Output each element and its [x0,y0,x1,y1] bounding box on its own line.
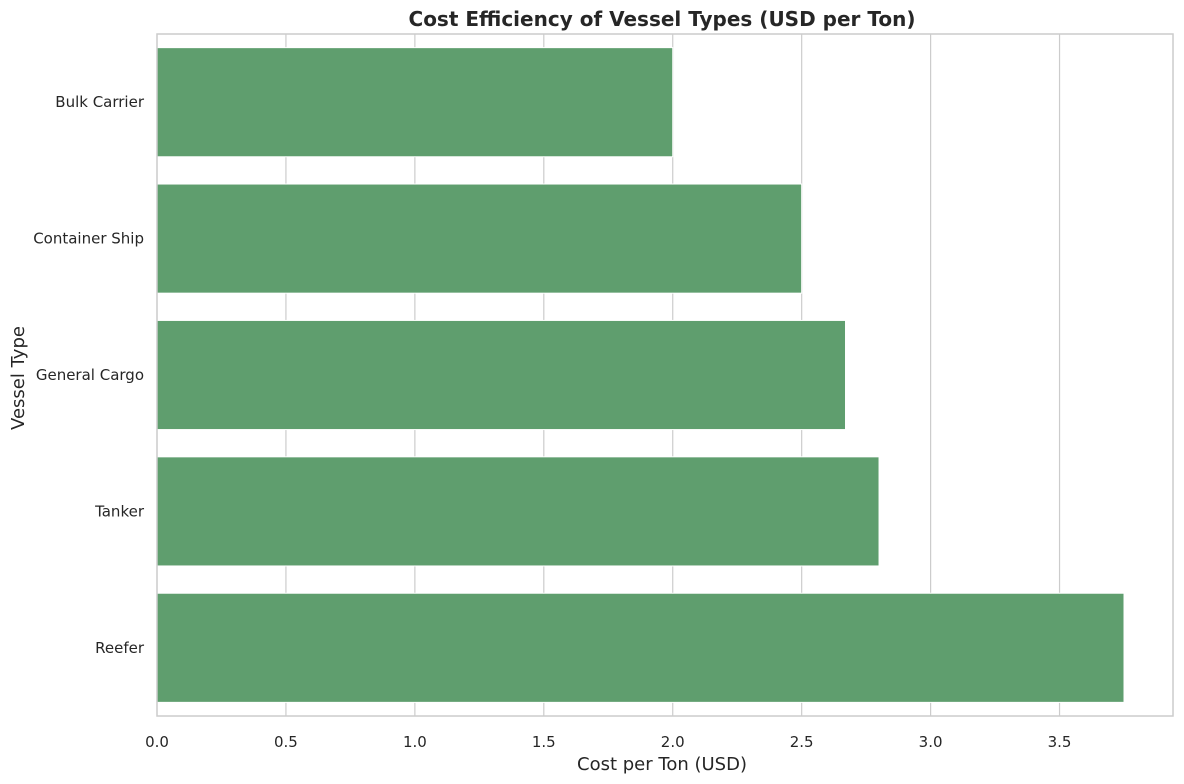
x-tick-label: 1.0 [403,733,427,751]
x-tick-label: 2.5 [790,733,814,751]
chart-title: Cost Efficiency of Vessel Types (USD per… [409,7,916,31]
bar [156,319,847,431]
bars [156,47,1125,703]
y-tick-label: Bulk Carrier [55,93,145,111]
x-tick-label: 0.0 [145,733,169,751]
x-axis-label: Cost per Ton (USD) [577,754,747,775]
y-tick-label: Reefer [95,639,145,657]
bar [156,592,1125,703]
y-tick-label: General Cargo [36,366,144,384]
y-tick-label: Tanker [94,502,145,520]
x-tick-label: 3.5 [1048,733,1072,751]
y-axis-ticks: Bulk Carrier Container Ship General Cargo T… [33,93,145,657]
bar [156,183,803,294]
x-tick-label: 3.0 [919,733,943,751]
y-tick-label: Container Ship [33,230,144,248]
bar [156,47,674,158]
x-tick-label: 1.5 [532,733,556,751]
bar [156,456,880,567]
x-tick-label: 2.0 [661,733,685,751]
plot-frame [156,33,1174,717]
y-axis-label: Vessel Type [8,326,29,430]
x-axis-ticks: 0.0 0.5 1.0 1.5 2.0 2.5 3.0 3.5 [145,733,1071,751]
x-tick-label: 0.5 [274,733,298,751]
